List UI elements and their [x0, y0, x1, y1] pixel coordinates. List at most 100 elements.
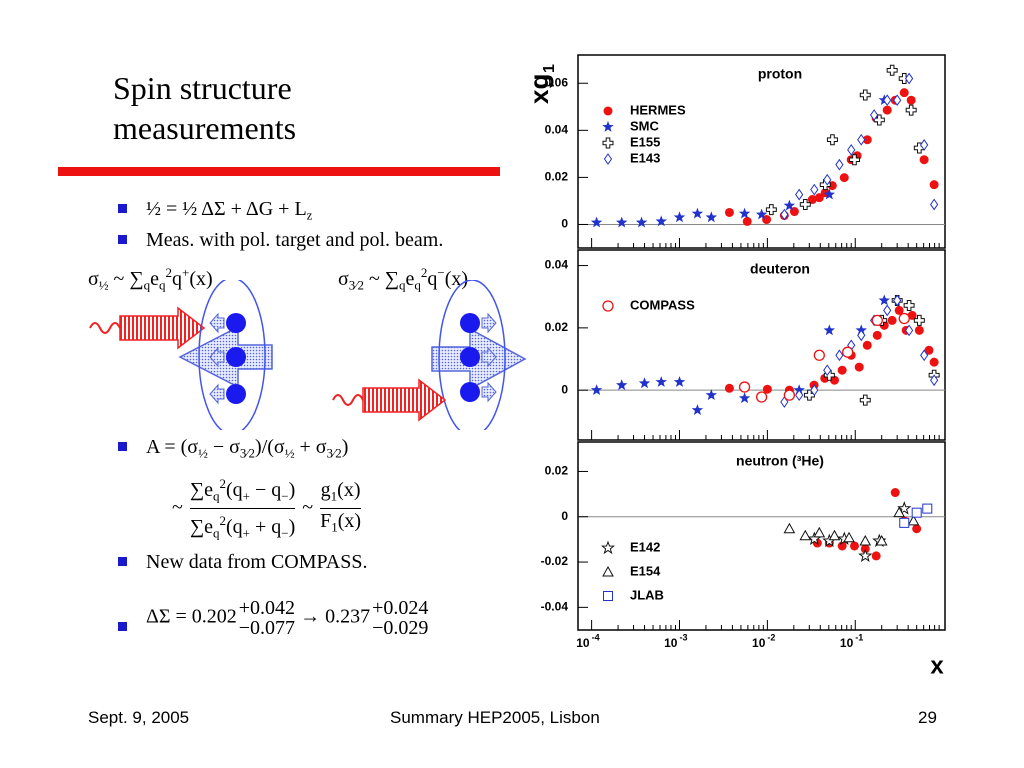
y-tick-label: 0.02	[545, 320, 569, 334]
marker	[738, 207, 751, 219]
marker	[905, 104, 917, 116]
formula-text: )	[288, 516, 296, 539]
legend-label: HERMES	[630, 102, 686, 117]
formula-text: → 0.237	[295, 605, 371, 628]
error-stack: +0.024 −0.029	[372, 598, 428, 638]
bullet-marker	[118, 622, 127, 631]
marker	[814, 193, 824, 203]
formula-text: q	[212, 525, 220, 541]
bullet: ½ = ½ ΔΣ + ΔG + Lz	[146, 196, 312, 229]
marker	[897, 501, 912, 515]
x-tick-exponent: -1	[855, 632, 863, 642]
marker	[875, 534, 888, 546]
formula: σ½ ~ ∑qeq2q+(x)	[88, 260, 213, 298]
marker	[929, 357, 939, 367]
bullet: A = (σ½ − σ3⁄2)/(σ½ + σ3⁄2)	[146, 434, 348, 467]
formula-text: q	[414, 277, 421, 293]
formula-text: (x)	[444, 267, 469, 290]
y-tick-label: 0	[561, 509, 568, 523]
formula-text: ~ ∑	[363, 267, 400, 290]
denominator: ∑eq2(q+ + q−)	[190, 509, 295, 545]
marker	[849, 541, 859, 551]
marker	[705, 389, 717, 400]
fraction: ∑eq2(q+ − q−) ∑eq2(q+ + q−)	[189, 472, 296, 546]
marker	[823, 364, 832, 377]
marker	[919, 155, 929, 165]
marker	[810, 183, 819, 196]
y-axis-label-sub: 1	[541, 64, 558, 73]
footer-date: Sept. 9, 2005	[88, 708, 190, 727]
formula-text: 2	[165, 265, 173, 280]
marker	[858, 548, 873, 562]
x-tick-exponent: -4	[592, 632, 600, 642]
marker	[673, 211, 686, 223]
marker	[907, 310, 917, 320]
marker	[839, 173, 849, 183]
marker	[826, 134, 838, 146]
marker	[765, 204, 777, 216]
formula-text: +	[242, 525, 250, 541]
legend-label: JLAB	[630, 587, 664, 602]
formula-text: z	[306, 207, 313, 223]
marker	[783, 199, 796, 211]
y-axis-label-text: xg	[524, 74, 554, 104]
marker	[705, 211, 717, 223]
marker	[837, 365, 847, 375]
marker	[878, 294, 890, 306]
footer-page: 29	[918, 708, 937, 727]
marker	[859, 89, 871, 101]
marker	[691, 207, 704, 219]
marker	[602, 137, 614, 149]
numerator: ∑eq2(q+ − q−)	[189, 472, 296, 510]
marker	[872, 330, 882, 340]
marker	[862, 135, 872, 145]
marker	[600, 540, 616, 555]
formula-text: (x)	[337, 478, 361, 501]
formula-text: e	[150, 267, 159, 290]
formula-text: (q	[225, 516, 243, 539]
marker	[691, 404, 704, 415]
marker	[813, 526, 826, 538]
marker	[828, 529, 841, 541]
formula-text: − σ	[207, 436, 240, 458]
marker	[857, 133, 866, 146]
formula-text: 2	[219, 476, 226, 491]
marker	[602, 121, 614, 132]
formula-text: 2	[420, 265, 428, 280]
lower-error: −0.077	[238, 617, 296, 639]
marker	[903, 299, 915, 311]
marker	[603, 591, 613, 601]
marker	[894, 305, 904, 315]
marker	[907, 514, 920, 526]
formula-text: F	[320, 510, 332, 533]
marker	[870, 109, 879, 121]
marker	[922, 503, 933, 514]
marker	[724, 207, 734, 217]
error-stack: +0.042 −0.077	[239, 598, 295, 638]
marker	[893, 506, 906, 518]
spin-diagram	[89, 280, 527, 430]
panel-title: neutron (³He)	[736, 453, 824, 469]
formula-text: q	[159, 277, 166, 293]
marker	[920, 139, 929, 151]
y-tick-label: 0.02	[545, 170, 569, 184]
marker	[883, 304, 892, 317]
bullet: Meas. with pol. target and pol. beam.	[146, 227, 443, 253]
formula-text: 3⁄2	[326, 445, 342, 461]
marker	[755, 391, 768, 403]
formula-text: )	[341, 436, 349, 458]
formula-text: q	[172, 267, 182, 290]
marker	[602, 300, 614, 312]
marker	[835, 158, 844, 171]
formula-text: q	[427, 267, 438, 290]
marker	[890, 488, 900, 498]
marker	[835, 349, 844, 362]
formula-text: ½	[98, 277, 109, 293]
upper-error: +0.042	[238, 597, 296, 619]
legend-label: SMC	[630, 118, 660, 133]
marker	[911, 507, 922, 518]
formula-text: (x)	[189, 267, 213, 290]
marker	[898, 312, 910, 325]
marker	[898, 73, 910, 85]
formula-text: q	[399, 277, 406, 293]
